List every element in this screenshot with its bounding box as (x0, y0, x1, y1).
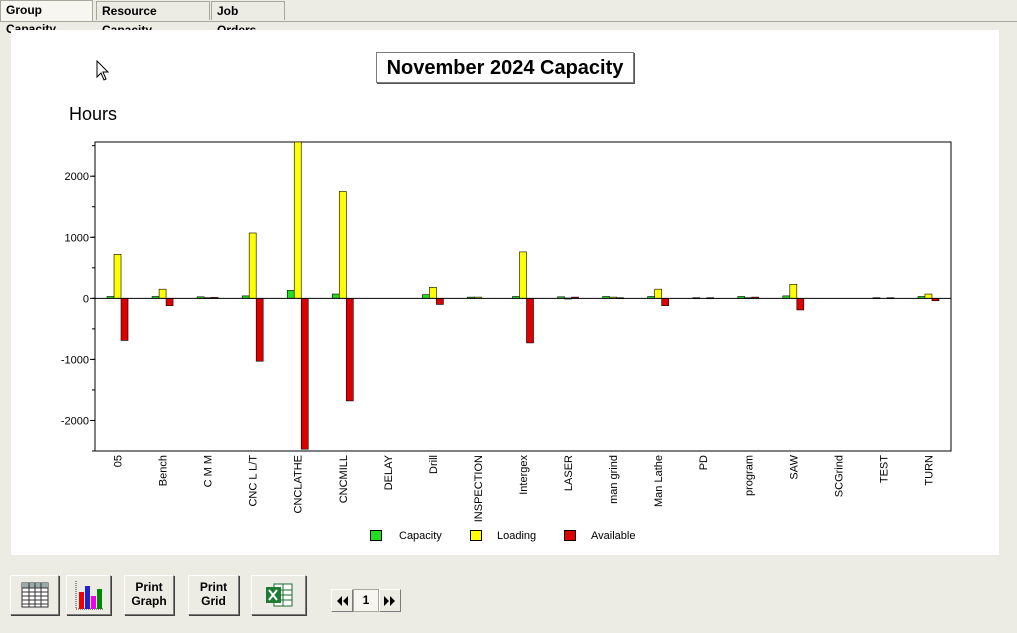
x-tick-label: DELAY (383, 454, 395, 490)
x-tick-label: CNCMILL (338, 455, 350, 503)
print-graph-label-line1: Print (135, 580, 163, 594)
print-grid-label-line2: Grid (201, 594, 226, 608)
show-grid-button[interactable] (10, 575, 59, 615)
bar-loading (924, 293, 933, 299)
bar-loading (519, 251, 527, 299)
bar-available (796, 298, 805, 311)
legend-label-loading: Loading (497, 530, 537, 542)
bar-loading (338, 191, 347, 299)
y-tick-label: -1000 (61, 354, 89, 366)
bar-available (661, 298, 669, 306)
x-tick-label: program (743, 455, 755, 496)
first-page-button[interactable] (331, 589, 353, 612)
x-tick-label: Bench (158, 455, 170, 486)
bar-loading (248, 232, 257, 299)
bar-available (526, 298, 534, 344)
bar-loading (429, 287, 437, 299)
y-tick-label: 1000 (65, 232, 89, 244)
bar-capacity (331, 293, 340, 299)
y-tick-label: -2000 (61, 415, 89, 427)
show-chart-button[interactable] (66, 575, 111, 615)
legend-swatch-loading (470, 530, 482, 541)
bar-available (300, 298, 309, 450)
bar-loading (789, 283, 798, 299)
legend-swatch-capacity (370, 530, 382, 541)
bar-available (255, 298, 264, 362)
x-tick-label: SCGrind (833, 455, 845, 497)
chart-title: November 2024 Capacity (376, 52, 634, 83)
legend-label-capacity: Capacity (399, 530, 442, 542)
chart-panel (11, 30, 999, 555)
last-page-button[interactable] (379, 589, 401, 612)
excel-icon (265, 583, 292, 607)
last-page-icon (384, 596, 395, 606)
x-tick-label: C M M (203, 455, 215, 487)
plot-area (94, 141, 952, 452)
x-tick-label: SAW (788, 454, 800, 479)
grid-icon (21, 582, 48, 608)
y-tick-label: 0 (83, 293, 89, 305)
bar-loading (654, 288, 662, 299)
y-axis-label: Hours (69, 104, 118, 124)
legend-swatch-available (564, 530, 576, 541)
print-graph-button[interactable]: Print Graph (124, 575, 174, 615)
x-tick-label: PD (698, 455, 710, 470)
bar-available (436, 298, 444, 305)
bar-loading (293, 141, 302, 299)
x-tick-label: Drill (428, 455, 440, 474)
legend-label-available: Available (591, 530, 636, 542)
x-tick-label: LASER (563, 455, 575, 491)
tab-bar: Group Capacity Resource Capacity Job Ord… (0, 0, 1017, 37)
bar-available (165, 298, 174, 306)
x-tick-label: man grind (608, 455, 620, 504)
x-tick-label: INSPECTION (473, 455, 485, 522)
bar-capacity (422, 294, 430, 299)
x-tick-label: 05 (113, 455, 125, 467)
bar-loading (113, 254, 122, 299)
bar-chart-icon (75, 581, 104, 610)
x-tick-label: CNC L L/T (248, 455, 260, 507)
x-tick-label: CNCLATHE (293, 455, 305, 513)
bar-available (345, 298, 354, 402)
x-tick-label: TURN (923, 455, 935, 486)
y-tick-label: 2000 (65, 171, 89, 183)
bar-loading (158, 288, 167, 299)
print-graph-label-line2: Graph (131, 594, 167, 608)
print-grid-button[interactable]: Print Grid (188, 575, 239, 615)
first-page-icon (337, 596, 348, 606)
x-tick-label: Intergex (518, 455, 530, 495)
print-grid-label-line1: Print (199, 580, 228, 594)
page-number[interactable]: 1 (353, 589, 379, 612)
x-tick-label: TEST (878, 455, 890, 483)
x-tick-label: Man Lathe (653, 455, 665, 507)
bar-available (120, 298, 129, 341)
mouse-pointer-icon (96, 60, 110, 81)
export-excel-button[interactable] (251, 575, 306, 615)
bar-capacity (286, 290, 295, 299)
